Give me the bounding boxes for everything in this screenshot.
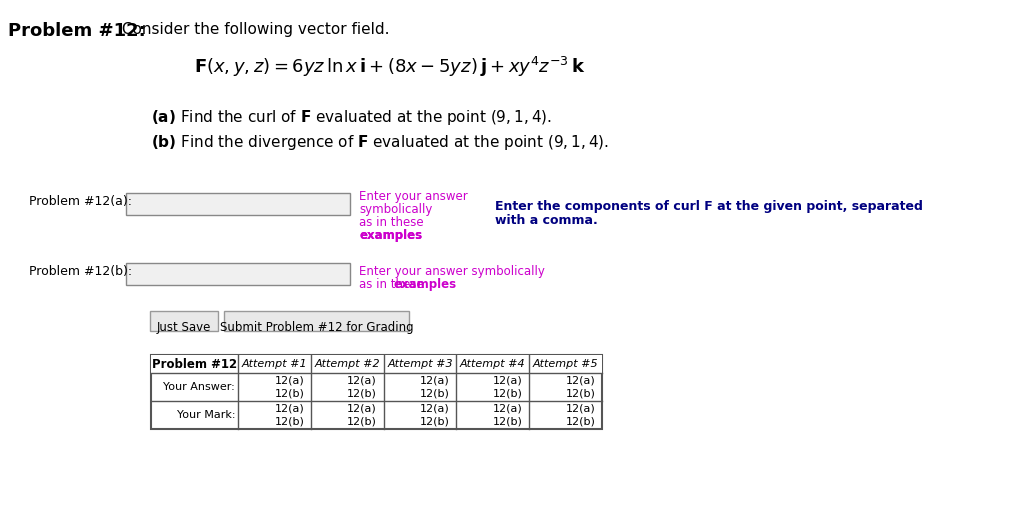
Text: Enter the components of curl F at the given point, separated: Enter the components of curl F at the gi… [496, 200, 924, 213]
FancyBboxPatch shape [224, 311, 409, 331]
Text: 12(a)
12(b): 12(a) 12(b) [493, 403, 522, 426]
Text: Your Mark:: Your Mark: [176, 410, 236, 420]
FancyBboxPatch shape [150, 311, 217, 331]
Text: as in these: as in these [359, 216, 424, 229]
Text: symbolically: symbolically [359, 203, 433, 216]
Bar [151, 355, 602, 429]
Text: Attempt #4: Attempt #4 [460, 359, 525, 369]
Text: Problem #12:: Problem #12: [8, 22, 145, 40]
Text: $\mathbf{F}(x, y, z) = 6yz\,\ln x\,\mathbf{i} + (8x - 5yz)\,\mathbf{j} + xy^{4}z: $\mathbf{F}(x, y, z) = 6yz\,\ln x\,\math… [195, 55, 586, 79]
Text: Attempt #2: Attempt #2 [314, 359, 380, 369]
Text: 12(a)
12(b): 12(a) 12(b) [274, 375, 304, 399]
Text: Problem #12(b):: Problem #12(b): [29, 265, 132, 278]
Text: 12(a)
12(b): 12(a) 12(b) [493, 375, 522, 399]
Text: examples: examples [359, 229, 423, 242]
Text: examples: examples [359, 229, 423, 242]
Text: $\mathbf{(a)}$ Find the curl of $\mathbf{F}$ evaluated at the point $(9, 1, 4)$.: $\mathbf{(a)}$ Find the curl of $\mathbf… [151, 108, 552, 127]
Bar [151, 355, 602, 373]
FancyBboxPatch shape [126, 263, 349, 285]
Text: Attempt #5: Attempt #5 [532, 359, 598, 369]
Text: Just Save: Just Save [157, 321, 211, 334]
Text: Problem #12: Problem #12 [152, 357, 237, 371]
Text: Consider the following vector field.: Consider the following vector field. [117, 22, 389, 37]
Text: Enter your answer symbolically: Enter your answer symbolically [359, 265, 545, 278]
Text: Enter your answer: Enter your answer [359, 190, 468, 203]
Text: 12(a)
12(b): 12(a) 12(b) [565, 403, 596, 426]
Text: Problem #12(a):: Problem #12(a): [29, 195, 132, 208]
Text: Attempt #1: Attempt #1 [242, 359, 307, 369]
Text: Your Answer:: Your Answer: [163, 382, 236, 392]
Text: 12(a)
12(b): 12(a) 12(b) [347, 403, 377, 426]
Text: Submit Problem #12 for Grading: Submit Problem #12 for Grading [220, 321, 414, 334]
Text: Attempt #3: Attempt #3 [387, 359, 453, 369]
Text: 12(a)
12(b): 12(a) 12(b) [274, 403, 304, 426]
Text: 12(a)
12(b): 12(a) 12(b) [420, 375, 450, 399]
FancyBboxPatch shape [126, 193, 349, 215]
Text: 12(a)
12(b): 12(a) 12(b) [420, 403, 450, 426]
Text: 12(a)
12(b): 12(a) 12(b) [565, 375, 596, 399]
Text: with a comma.: with a comma. [496, 214, 598, 227]
Text: $\mathbf{(b)}$ Find the divergence of $\mathbf{F}$ evaluated at the point $(9, 1: $\mathbf{(b)}$ Find the divergence of $\… [151, 133, 608, 152]
Text: examples: examples [393, 278, 457, 291]
Text: 12(a)
12(b): 12(a) 12(b) [347, 375, 377, 399]
Text: as in these: as in these [359, 278, 428, 291]
